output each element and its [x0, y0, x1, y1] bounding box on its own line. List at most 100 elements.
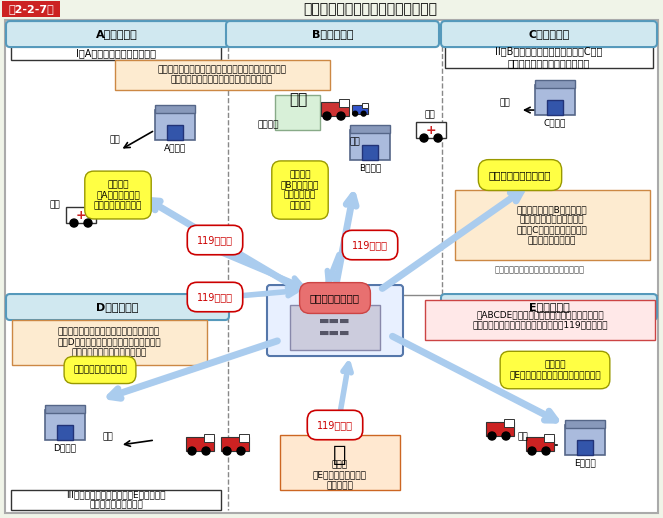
Bar — [577, 440, 593, 455]
Text: 指令センターはB市消防本部
の出動車両も把握している
ため、C市消防本部への応援
出動指令がスムーズ: 指令センターはB市消防本部 の出動車両も把握している ため、C市消防本部への応援… — [516, 205, 587, 245]
FancyBboxPatch shape — [441, 21, 657, 47]
FancyBboxPatch shape — [226, 21, 439, 47]
Circle shape — [323, 112, 331, 120]
Text: 出動指令（応援出動）: 出動指令（応援出動） — [73, 366, 127, 375]
Bar — [57, 425, 73, 440]
Text: 出動指令
（B市消防本部
の出動計画に
基づく）: 出動指令 （B市消防本部 の出動計画に 基づく） — [281, 170, 319, 210]
Text: B消防署: B消防署 — [359, 164, 381, 172]
Bar — [425, 300, 655, 340]
Bar — [416, 122, 446, 138]
Bar — [544, 434, 554, 442]
Text: II　B市での災害だが、地域的にC市で
　　対応したほうが有効な場合: II B市での災害だが、地域的にC市で 対応したほうが有効な場合 — [495, 46, 603, 68]
Bar — [445, 46, 653, 68]
Bar — [11, 490, 221, 510]
Circle shape — [202, 447, 210, 455]
Text: 119番通報: 119番通報 — [317, 420, 353, 430]
FancyBboxPatch shape — [441, 294, 657, 320]
Bar — [547, 100, 563, 115]
Text: I　A市のみで対応可能な場合: I A市のみで対応可能な場合 — [76, 48, 156, 58]
Bar — [167, 125, 183, 140]
FancyBboxPatch shape — [267, 285, 403, 356]
Circle shape — [420, 134, 428, 142]
Bar — [221, 437, 249, 451]
Text: C消防署: C消防署 — [544, 119, 566, 127]
Text: 救急: 救急 — [424, 110, 436, 120]
Circle shape — [188, 447, 196, 455]
Text: 出動: 出動 — [500, 98, 511, 108]
Text: 消防指令業務の共同運用のイメージ: 消防指令業務の共同運用のイメージ — [303, 2, 437, 16]
Bar — [486, 422, 514, 436]
Bar — [350, 130, 390, 160]
Text: +: + — [76, 209, 86, 222]
Bar — [363, 104, 369, 108]
Circle shape — [353, 111, 357, 116]
Bar — [275, 95, 320, 130]
Circle shape — [337, 112, 345, 120]
Bar — [351, 105, 369, 113]
Text: 消防指令センター: 消防指令センター — [310, 293, 360, 303]
Text: 119番通報: 119番通報 — [197, 292, 233, 302]
Text: ▬▬▬
▬▬▬: ▬▬▬ ▬▬▬ — [320, 316, 351, 338]
Bar — [115, 60, 330, 90]
Bar — [0, 0, 663, 18]
Bar — [11, 46, 221, 60]
Text: 出動: 出動 — [103, 433, 113, 441]
Text: 交通事故: 交通事故 — [257, 121, 278, 130]
Bar — [280, 435, 400, 490]
Circle shape — [237, 447, 245, 455]
Text: B市消防本部: B市消防本部 — [312, 29, 354, 39]
Bar — [350, 125, 390, 133]
Bar — [565, 425, 605, 455]
Bar — [321, 102, 349, 116]
Text: 出動指令（応援出動）: 出動指令（応援出動） — [489, 170, 551, 180]
Text: 🔥: 🔥 — [333, 445, 347, 465]
Text: 119番通報: 119番通報 — [352, 240, 388, 250]
Circle shape — [488, 432, 496, 440]
Bar — [204, 434, 214, 442]
Text: E消防署: E消防署 — [574, 458, 596, 468]
Bar — [526, 437, 554, 451]
Bar — [2, 1, 60, 17]
Text: III　災害の規模が大きく、E市のみでは
　　対応が困難な場合: III 災害の規模が大きく、E市のみでは 対応が困難な場合 — [66, 491, 166, 510]
Text: E市消防本部: E市消防本部 — [528, 302, 570, 312]
Bar — [186, 437, 214, 451]
Text: 大災害
（E消防本部のみでの
対応不能）: 大災害 （E消防本部のみでの 対応不能） — [313, 460, 367, 490]
Text: 救急: 救急 — [50, 200, 60, 210]
Text: 出動指令
（E市消防本部の出動計画に基づく）: 出動指令 （E市消防本部の出動計画に基づく） — [509, 361, 601, 380]
Bar — [535, 85, 575, 115]
Text: D市消防本部: D市消防本部 — [96, 302, 138, 312]
Bar — [565, 420, 605, 428]
Text: 第2-2-7図: 第2-2-7図 — [8, 4, 54, 14]
Circle shape — [528, 447, 536, 455]
Circle shape — [542, 447, 550, 455]
FancyBboxPatch shape — [6, 21, 229, 47]
Text: D消防署: D消防署 — [54, 443, 76, 453]
Text: C市消防本部: C市消防本部 — [528, 29, 570, 39]
FancyBboxPatch shape — [6, 294, 229, 320]
Text: A消防署: A消防署 — [164, 143, 186, 152]
Circle shape — [502, 432, 510, 440]
Circle shape — [84, 219, 92, 227]
Text: 指令センターは共同で運用するが、各消防本部はそれ
ぞれの出動計画に基づいて災害出動する。: 指令センターは共同で運用するが、各消防本部はそれ ぞれの出動計画に基づいて災害出… — [158, 65, 286, 85]
Bar — [155, 110, 195, 140]
Bar — [45, 405, 85, 413]
Bar — [339, 99, 349, 107]
Circle shape — [434, 134, 442, 142]
Text: +: + — [426, 124, 436, 137]
Bar — [66, 207, 96, 223]
Text: 指令センターは災害情報を把握しているた
め、D市消防本部への応援出動指令がスム
ーズ。指令前に災害情報も提供: 指令センターは災害情報を把握しているた め、D市消防本部への応援出動指令がスム … — [57, 327, 161, 357]
Circle shape — [361, 111, 366, 116]
Text: A市消防本部: A市消防本部 — [96, 29, 138, 39]
Text: 出動: 出動 — [109, 136, 121, 145]
Text: （応援協定に沿った申し合わせで応援）: （応援協定に沿った申し合わせで応援） — [495, 266, 585, 275]
Bar — [535, 80, 575, 88]
Text: 出動指令
（A市消防本部の
出動計画に基づく）: 出動指令 （A市消防本部の 出動計画に基づく） — [93, 180, 142, 210]
Bar — [455, 190, 650, 260]
Bar — [362, 145, 378, 160]
Text: （ABCDEの５市が高機能な設備を備えたセンタ
ーを一元的に整備。全管轄地域からの119番を受信）: （ABCDEの５市が高機能な設備を備えたセンタ ーを一元的に整備。全管轄地域から… — [472, 310, 608, 330]
Text: 119番通報: 119番通報 — [197, 235, 233, 245]
Bar — [504, 419, 514, 427]
Text: 出動: 出動 — [518, 433, 528, 441]
Bar — [45, 410, 85, 440]
Text: 出動: 出動 — [349, 138, 361, 147]
